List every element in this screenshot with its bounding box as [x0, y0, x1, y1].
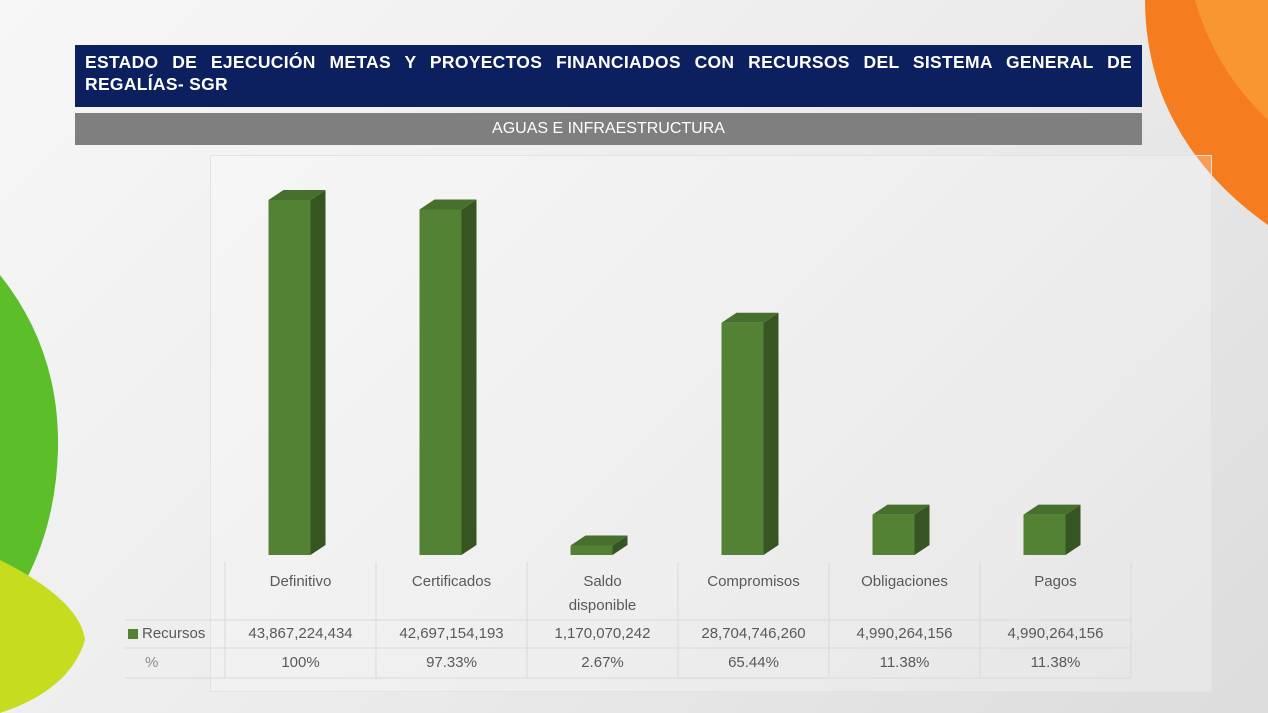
bar-side: [914, 504, 930, 555]
bar: [570, 545, 613, 555]
percent-label: 11.38%: [1030, 654, 1081, 671]
value-label: 4,990,264,156: [856, 625, 953, 642]
category-label: Certificados: [411, 573, 492, 590]
yellow-green-shape: [0, 560, 85, 713]
percent-label: 97.33%: [426, 654, 477, 671]
legend-label: Recursos: [142, 625, 206, 642]
category-label: Saldo disponible: [568, 573, 637, 614]
bar-top: [268, 190, 326, 200]
value-label: 28,704,746,260: [701, 625, 806, 642]
bar: [419, 209, 462, 555]
bar-top: [872, 504, 930, 515]
bar: [872, 514, 915, 555]
bar-side: [612, 535, 628, 555]
bar-side: [763, 312, 779, 555]
bar: [268, 200, 311, 555]
orange-shape-light: [1195, 0, 1268, 120]
green-shape: [0, 275, 59, 620]
bar-side: [1065, 504, 1081, 555]
percent-label: 65.44%: [728, 654, 779, 671]
bar: [1023, 514, 1066, 555]
percent-label: 11.38%: [879, 654, 930, 671]
plot-area: [210, 155, 1212, 692]
value-label: 42,697,154,193: [399, 625, 504, 642]
category-label: Pagos: [1034, 573, 1077, 590]
legend-swatch: [128, 629, 138, 639]
subtitle: AGUAS E INFRAESTRUCTURA: [75, 113, 1142, 145]
value-label: 4,990,264,156: [1007, 625, 1104, 642]
category-label: Obligaciones: [861, 573, 948, 590]
bar: [721, 322, 764, 555]
value-label: 43,867,224,434: [248, 625, 353, 642]
title: ESTADO DE EJECUCIÓN METAS Y PROYECTOS FI…: [75, 45, 1142, 107]
bar-top: [1023, 504, 1081, 515]
bar-top: [419, 199, 477, 210]
category-label: Compromisos: [707, 573, 800, 590]
bar-top: [721, 312, 779, 323]
row-label: %: [145, 654, 159, 671]
bar-side: [310, 190, 326, 555]
value-label: 1,170,070,242: [554, 625, 651, 642]
category-label: Definitivo: [269, 573, 332, 590]
bar-side: [461, 199, 477, 555]
percent-label: 2.67%: [581, 654, 624, 671]
bar-top: [570, 535, 628, 546]
percent-label: 100%: [281, 654, 320, 671]
